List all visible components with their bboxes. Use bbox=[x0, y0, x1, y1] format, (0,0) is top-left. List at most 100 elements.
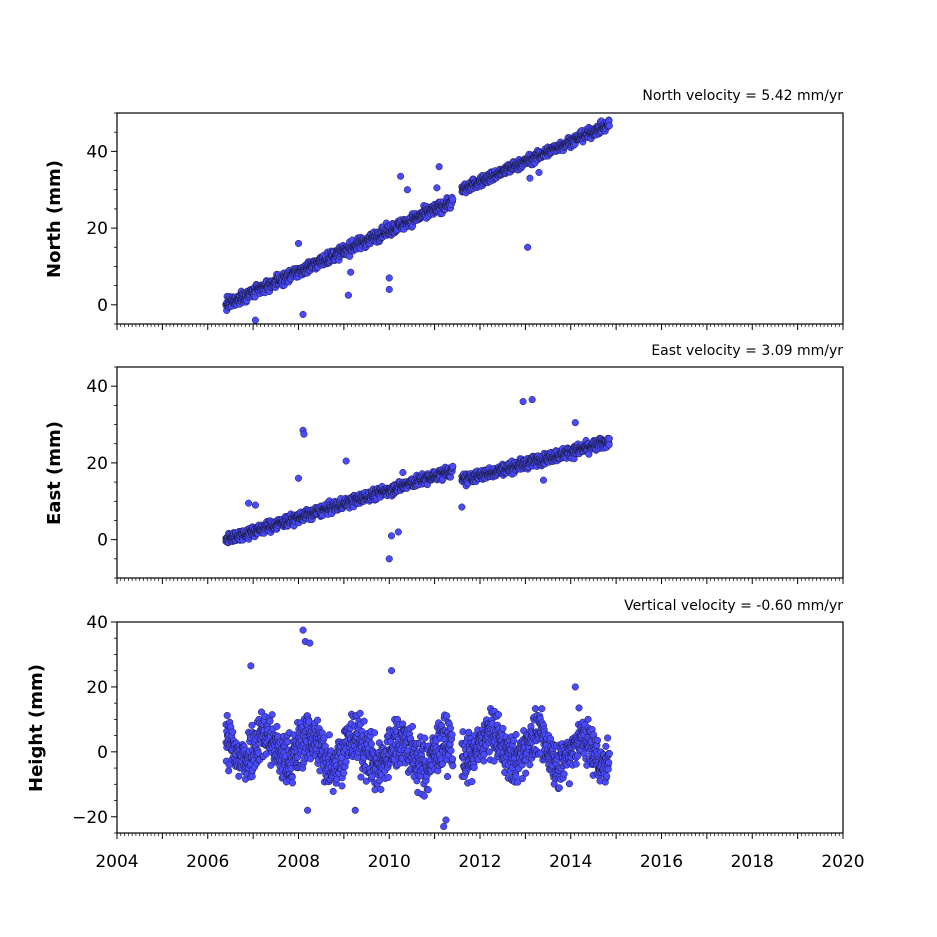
y-tick-label: 20 bbox=[86, 678, 108, 698]
data-point bbox=[384, 773, 392, 782]
data-point bbox=[605, 441, 613, 449]
north-ticks: 0 20 40 bbox=[86, 112, 844, 330]
data-point bbox=[360, 717, 368, 725]
y-tick-label: 0 bbox=[97, 743, 108, 763]
outlier-point bbox=[397, 172, 405, 180]
data-point bbox=[420, 792, 428, 800]
data-point bbox=[565, 780, 573, 788]
north-points bbox=[222, 116, 613, 324]
outlier-point bbox=[571, 419, 579, 427]
outlier-point bbox=[433, 184, 441, 192]
data-point bbox=[421, 734, 429, 742]
outlier-point bbox=[251, 501, 259, 509]
x-tick-label: 2014 bbox=[549, 852, 592, 872]
data-point bbox=[288, 779, 297, 787]
outlier-point bbox=[387, 532, 396, 540]
data-point bbox=[424, 786, 432, 794]
data-point bbox=[338, 782, 346, 790]
data-point bbox=[522, 769, 530, 777]
data-point bbox=[371, 729, 379, 737]
outlier-point bbox=[519, 397, 527, 406]
outlier-point bbox=[299, 310, 307, 318]
data-point bbox=[449, 195, 457, 203]
data-point bbox=[408, 722, 416, 731]
data-point bbox=[538, 705, 546, 713]
data-point bbox=[367, 740, 375, 748]
outlier-point bbox=[294, 474, 303, 482]
y-tick-label: 0 bbox=[97, 296, 108, 316]
data-point bbox=[555, 784, 563, 792]
data-point bbox=[223, 711, 231, 720]
outlier-point bbox=[347, 268, 355, 276]
data-point bbox=[235, 772, 243, 780]
data-point bbox=[512, 772, 520, 780]
y-tick-label: 20 bbox=[86, 454, 108, 474]
outlier-point bbox=[385, 274, 393, 282]
y-tick-label: 40 bbox=[86, 613, 108, 633]
height-ylabel: Height (mm) bbox=[26, 664, 47, 792]
data-point bbox=[449, 462, 457, 470]
outlier-point bbox=[524, 243, 532, 251]
vertical-velocity-title: Vertical velocity = -0.60 mm/yr bbox=[624, 598, 843, 614]
data-point bbox=[229, 728, 237, 736]
data-point bbox=[357, 773, 365, 781]
data-point bbox=[248, 772, 256, 781]
data-point bbox=[605, 435, 613, 443]
x-tick-label: 2006 bbox=[186, 852, 229, 872]
outlier-point bbox=[251, 316, 259, 324]
x-tick-label: 2020 bbox=[821, 852, 864, 872]
data-point bbox=[356, 709, 364, 717]
height-points bbox=[222, 626, 613, 831]
outlier-point bbox=[535, 168, 543, 177]
outlier-point bbox=[394, 528, 402, 536]
outlier-point bbox=[245, 499, 253, 507]
height-panel: Vertical velocity = -0.60 mm/yr Height (… bbox=[26, 598, 865, 872]
data-point bbox=[470, 764, 478, 772]
data-point bbox=[605, 122, 613, 130]
data-point bbox=[448, 755, 457, 763]
data-point bbox=[485, 748, 493, 756]
outlier-point bbox=[526, 174, 534, 182]
outlier-point bbox=[458, 503, 466, 511]
data-point bbox=[268, 711, 276, 719]
x-tick-label: 2004 bbox=[95, 852, 138, 872]
data-point bbox=[494, 711, 502, 719]
outlier-point bbox=[342, 457, 350, 465]
outlier-point bbox=[300, 430, 308, 438]
data-point bbox=[325, 731, 333, 739]
data-point bbox=[526, 761, 534, 769]
y-tick-label: 20 bbox=[86, 219, 108, 239]
data-point bbox=[447, 747, 455, 755]
east-velocity-title: East velocity = 3.09 mm/yr bbox=[651, 343, 843, 359]
data-point bbox=[512, 730, 520, 739]
outlier-point bbox=[385, 555, 393, 563]
data-point bbox=[340, 769, 348, 777]
y-tick-label: 0 bbox=[97, 531, 108, 551]
north-ylabel: North (mm) bbox=[44, 160, 65, 278]
outlier-point bbox=[294, 239, 303, 247]
data-point bbox=[448, 731, 456, 739]
data-point bbox=[329, 787, 337, 796]
data-point bbox=[449, 762, 457, 770]
y-tick-label: 40 bbox=[86, 142, 108, 162]
outlier-point bbox=[539, 476, 548, 484]
outlier-point bbox=[399, 468, 407, 477]
outlier-point bbox=[528, 396, 536, 404]
data-point bbox=[446, 724, 455, 732]
data-point bbox=[368, 773, 376, 781]
data-point bbox=[313, 716, 322, 724]
north-frame bbox=[116, 112, 844, 325]
data-point bbox=[266, 717, 274, 725]
north-panel: North velocity = 5.42 mm/yr North (mm) 0… bbox=[44, 88, 844, 330]
y-tick-label: 40 bbox=[86, 377, 108, 397]
data-point bbox=[510, 737, 518, 745]
east-panel: East velocity = 3.09 mm/yr East (mm) 0 20… bbox=[44, 343, 844, 584]
outlier-point bbox=[435, 163, 443, 171]
east-points bbox=[222, 396, 613, 563]
outlier-point bbox=[403, 186, 411, 194]
data-point bbox=[468, 777, 476, 786]
data-point bbox=[499, 724, 507, 732]
east-ylabel: East (mm) bbox=[44, 421, 65, 525]
data-point bbox=[465, 728, 473, 736]
x-tick-label: 2010 bbox=[368, 852, 411, 872]
